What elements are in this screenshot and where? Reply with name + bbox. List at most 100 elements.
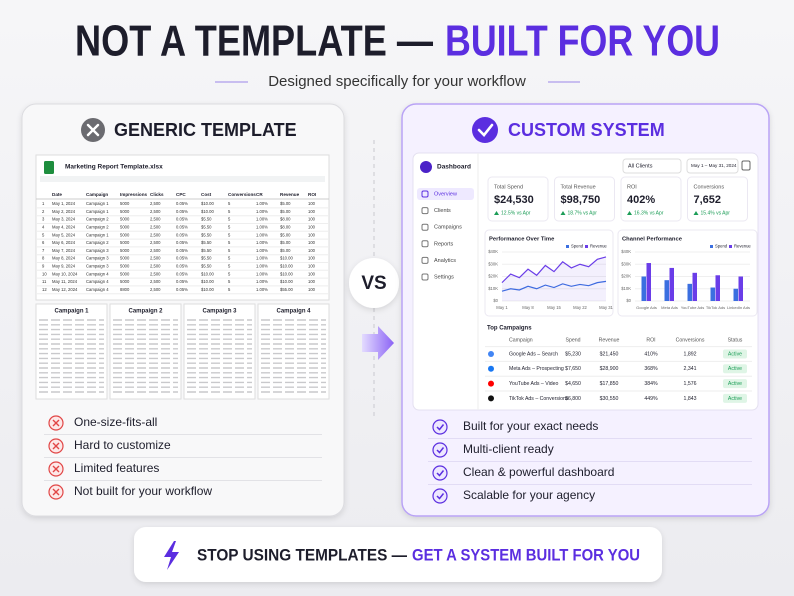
sheet-cell: 5 — [228, 287, 231, 292]
up-arrow — [494, 211, 499, 215]
sheet-cell: 1.00% — [256, 240, 268, 245]
sheet-cell: $10.00 — [280, 271, 293, 276]
con-item: Not built for your workflow — [74, 484, 212, 498]
sheet-cell: May 2, 2024 — [52, 209, 76, 214]
sheet-cell: Campaign 4 — [86, 279, 109, 284]
x-tick-label: May 22 — [573, 305, 587, 310]
sheet-cell: 2,500 — [150, 264, 161, 269]
mini-sheet — [109, 303, 182, 400]
date-range: May 1 – May 31, 2024 — [691, 163, 737, 168]
sheet-cell: Campaign 2 — [86, 217, 109, 222]
sheet-cell: 5000 — [120, 232, 130, 237]
sheet-cell: 5 — [228, 232, 231, 237]
sheet-cell: 12 — [42, 287, 47, 292]
sheet-cell: 5 — [228, 201, 231, 206]
subtitle: Designed specifically for your workflow — [268, 73, 526, 90]
chart-title: Performance Over Time — [489, 237, 555, 243]
sheet-cell: 5 — [42, 232, 45, 237]
table-cell: $21,450 — [600, 351, 619, 357]
y-tick-label: $40K — [621, 249, 631, 254]
sheet-cell: 8 — [42, 256, 45, 261]
sheet-cell: 0.05% — [176, 209, 188, 214]
sheet-header: CPC — [176, 192, 186, 197]
sheet-cell: 0.05% — [176, 271, 188, 276]
sheet-cell: 2,500 — [150, 287, 161, 292]
y-tick-label: $20K — [621, 274, 631, 279]
sheet-cell: 5000 — [120, 271, 130, 276]
kpi-delta: 16.3% vs Apr — [634, 210, 664, 216]
sheet-cell: $5.00 — [280, 201, 291, 206]
mini-sheet — [183, 303, 256, 400]
sheet-cell: 1.00% — [256, 271, 268, 276]
sheet-cell: May 4, 2024 — [52, 225, 76, 230]
table-cell: 1,576 — [684, 381, 697, 387]
panel-heading: GENERIC TEMPLATE — [114, 120, 297, 140]
title-accent: BUILT FOR YOU — [445, 17, 720, 66]
mini-sheet-title: Campaign 1 — [54, 309, 89, 315]
footer-pill — [134, 527, 662, 582]
sheet-cell: $5.50 — [201, 217, 212, 222]
y-tick-label: $20K — [488, 274, 498, 279]
sheet-cell: May 9, 2024 — [52, 264, 76, 269]
sheet-header: Revenue — [280, 192, 300, 197]
bar — [664, 280, 669, 301]
legend-swatch — [729, 245, 732, 248]
mini-sheet — [35, 303, 108, 400]
sheet-cell: 5 — [228, 271, 231, 276]
kpi-card — [487, 176, 549, 222]
sheet-cell: 11 — [42, 279, 47, 284]
sheet-cell: 6 — [42, 240, 45, 245]
sheet-cell: 5 — [228, 209, 231, 214]
nav-item: Clients — [434, 208, 451, 214]
sheet-cell: May 12, 2024 — [52, 287, 78, 292]
kpi-value: 7,652 — [694, 194, 722, 206]
sheet-cell: 0.05% — [176, 232, 188, 237]
nav-icon — [421, 273, 429, 281]
kpi-delta: 18.7% vs Apr — [568, 210, 598, 216]
bar — [687, 283, 692, 301]
sheet-cell: 0.05% — [176, 279, 188, 284]
status-pill — [723, 393, 747, 403]
sheet-cell: Campaign 3 — [86, 248, 109, 253]
table-cell: $5,230 — [565, 351, 581, 357]
y-tick-label: $10K — [621, 286, 631, 291]
sheet-cell: $5.00 — [280, 248, 291, 253]
table-cell: $6,800 — [565, 396, 581, 402]
bar — [669, 267, 674, 301]
x-tick-label: May 8 — [522, 305, 534, 310]
sheet-cell: 2,500 — [150, 240, 161, 245]
legend-label: Revenue — [734, 244, 751, 249]
sheet-cell: Campaign 3 — [86, 256, 109, 261]
sheet-cell: $10.00 — [201, 279, 214, 284]
legend-swatch — [566, 245, 569, 248]
table-cell: 449% — [644, 396, 658, 402]
check-icon — [472, 117, 498, 143]
sheet-cell: $8.00 — [280, 225, 291, 230]
check-item-icon — [432, 465, 448, 481]
check-item-icon — [432, 488, 448, 504]
table-cell: 368% — [644, 366, 658, 372]
sheet-cell: 9 — [42, 264, 45, 269]
sheet-cell: 1.00% — [256, 279, 268, 284]
sheet-header: Impressions — [120, 192, 148, 197]
bar — [710, 287, 715, 301]
sheet-cell: $5.50 — [201, 256, 212, 261]
sheet-cell: 1 — [42, 201, 45, 206]
footer-accent: GET A SYSTEM BUILT FOR YOU — [412, 545, 640, 564]
sheet-cell: 0.05% — [176, 201, 188, 206]
legend-label: Revenue — [590, 244, 607, 249]
sheet-cell: 5 — [228, 217, 231, 222]
sheet-filename: Marketing Report Template.xlsx — [65, 164, 163, 171]
check-item-glyph — [436, 447, 445, 454]
dashboard-title: Dashboard — [437, 164, 471, 171]
sheet-cell: Campaign 2 — [86, 240, 109, 245]
logo — [420, 161, 432, 173]
kpi-label: Conversions — [694, 184, 725, 190]
sheet-header: Cost — [201, 192, 212, 197]
table-header: ROI — [646, 337, 655, 343]
x-tick-label: LinkedIn Ads — [727, 305, 750, 310]
status: Active — [728, 381, 742, 387]
bar — [692, 272, 697, 301]
vs-text: VS — [361, 273, 386, 294]
y-tick-label: $0 — [626, 298, 631, 303]
